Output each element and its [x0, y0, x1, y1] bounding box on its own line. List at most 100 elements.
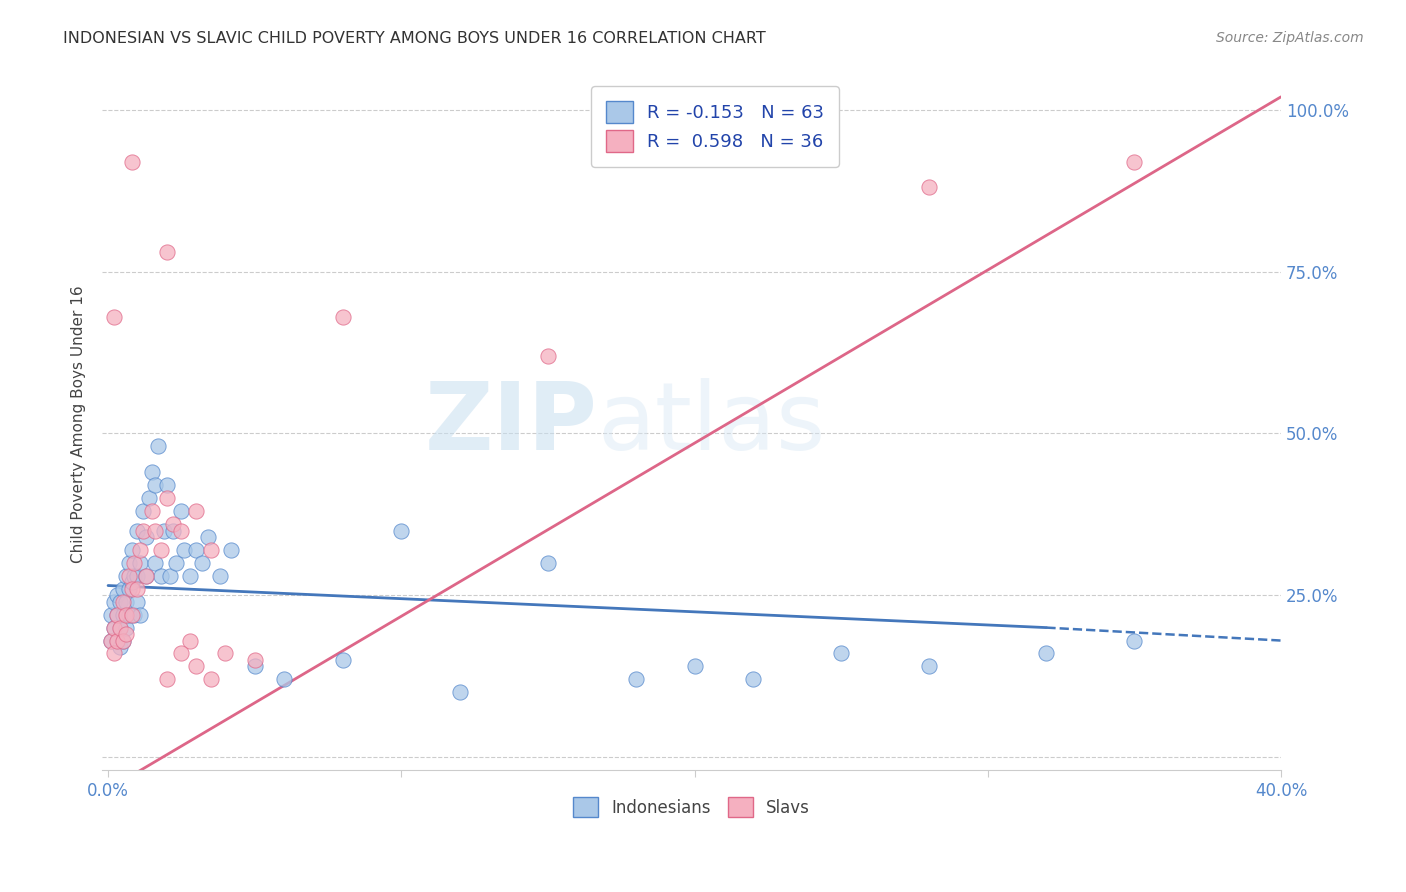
- Point: [537, 556, 560, 570]
- Point: [149, 543, 172, 558]
- Point: [100, 633, 122, 648]
- Point: [184, 659, 207, 673]
- Point: [129, 556, 152, 570]
- Point: [117, 607, 139, 622]
- Point: [121, 582, 143, 596]
- Point: [111, 607, 134, 622]
- Point: [243, 659, 266, 673]
- Point: [141, 465, 163, 479]
- Point: [184, 543, 207, 558]
- Point: [132, 504, 155, 518]
- Point: [129, 543, 152, 558]
- Point: [152, 524, 174, 538]
- Point: [127, 595, 149, 609]
- Point: [111, 633, 134, 648]
- Point: [184, 504, 207, 518]
- Point: [127, 524, 149, 538]
- Point: [108, 621, 131, 635]
- Point: [149, 569, 172, 583]
- Point: [830, 647, 852, 661]
- Point: [1123, 154, 1146, 169]
- Point: [100, 633, 122, 648]
- Point: [156, 245, 179, 260]
- Point: [111, 582, 134, 596]
- Point: [332, 653, 354, 667]
- Point: [143, 556, 166, 570]
- Point: [332, 310, 354, 324]
- Legend: Indonesians, Slavs: Indonesians, Slavs: [567, 790, 817, 824]
- Point: [179, 569, 201, 583]
- Point: [135, 530, 157, 544]
- Point: [243, 653, 266, 667]
- Point: [200, 543, 222, 558]
- Point: [100, 607, 122, 622]
- Point: [191, 556, 214, 570]
- Point: [114, 607, 136, 622]
- Y-axis label: Child Poverty Among Boys Under 16: Child Poverty Among Boys Under 16: [72, 285, 86, 563]
- Point: [449, 685, 471, 699]
- Point: [103, 621, 125, 635]
- Point: [105, 633, 128, 648]
- Point: [105, 633, 128, 648]
- Point: [159, 569, 181, 583]
- Point: [114, 595, 136, 609]
- Point: [214, 647, 236, 661]
- Point: [103, 595, 125, 609]
- Text: INDONESIAN VS SLAVIC CHILD POVERTY AMONG BOYS UNDER 16 CORRELATION CHART: INDONESIAN VS SLAVIC CHILD POVERTY AMONG…: [63, 31, 766, 46]
- Point: [121, 543, 143, 558]
- Point: [918, 180, 941, 194]
- Text: atlas: atlas: [598, 377, 825, 470]
- Point: [219, 543, 242, 558]
- Point: [103, 647, 125, 661]
- Point: [121, 607, 143, 622]
- Point: [108, 595, 131, 609]
- Point: [200, 673, 222, 687]
- Point: [127, 569, 149, 583]
- Point: [121, 154, 143, 169]
- Point: [135, 569, 157, 583]
- Point: [121, 575, 143, 590]
- Point: [117, 582, 139, 596]
- Point: [146, 439, 169, 453]
- Point: [129, 607, 152, 622]
- Point: [135, 569, 157, 583]
- Point: [683, 659, 706, 673]
- Point: [138, 491, 160, 505]
- Point: [156, 491, 179, 505]
- Point: [208, 569, 231, 583]
- Point: [114, 627, 136, 641]
- Point: [124, 569, 146, 583]
- Point: [162, 524, 184, 538]
- Point: [124, 556, 146, 570]
- Point: [273, 673, 295, 687]
- Point: [114, 621, 136, 635]
- Point: [127, 582, 149, 596]
- Point: [742, 673, 765, 687]
- Point: [124, 607, 146, 622]
- Point: [132, 524, 155, 538]
- Point: [156, 478, 179, 492]
- Point: [114, 569, 136, 583]
- Point: [918, 659, 941, 673]
- Point: [162, 516, 184, 531]
- Text: ZIP: ZIP: [425, 377, 598, 470]
- Point: [156, 673, 179, 687]
- Point: [179, 633, 201, 648]
- Point: [117, 556, 139, 570]
- Point: [105, 588, 128, 602]
- Point: [165, 556, 187, 570]
- Point: [111, 595, 134, 609]
- Point: [624, 673, 647, 687]
- Point: [111, 633, 134, 648]
- Point: [389, 524, 412, 538]
- Point: [1035, 647, 1057, 661]
- Point: [108, 640, 131, 654]
- Point: [537, 349, 560, 363]
- Point: [143, 478, 166, 492]
- Point: [105, 607, 128, 622]
- Point: [141, 504, 163, 518]
- Point: [170, 524, 193, 538]
- Point: [105, 607, 128, 622]
- Point: [103, 621, 125, 635]
- Point: [143, 524, 166, 538]
